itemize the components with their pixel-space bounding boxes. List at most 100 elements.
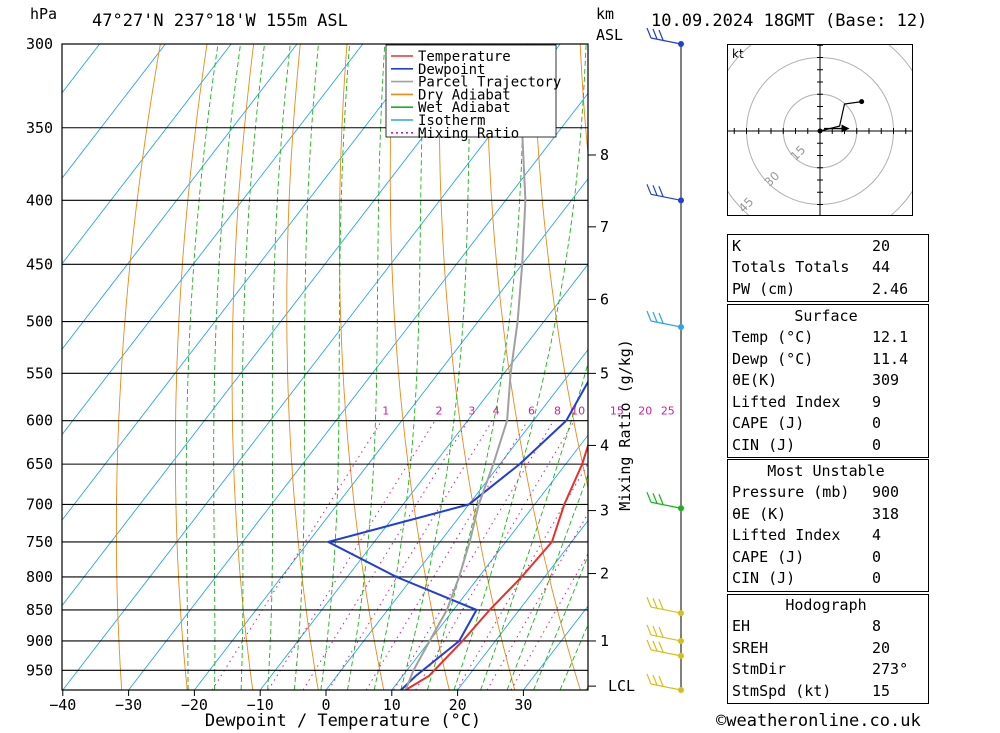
pressure-tick-label: 500	[26, 313, 53, 331]
dry-adiabat-line	[389, 44, 450, 690]
wind-barb	[646, 492, 682, 509]
location-title: 47°27'N 237°18'W 155m ASL	[92, 11, 348, 31]
hodograph-stats-row: StmSpd (kt) 15	[728, 680, 924, 702]
isotherm-line	[655, 44, 700, 690]
surface-value: 12.1	[872, 328, 909, 347]
isotherm-line	[128, 92, 588, 690]
mixing-ratio-line	[211, 420, 383, 690]
most-unstable-value: 900	[872, 483, 900, 502]
hodograph-ring-label: 45	[736, 195, 757, 215]
wind-barb	[646, 27, 682, 45]
pressure-tick-label: 700	[26, 495, 53, 513]
most-unstable-value: 0	[872, 569, 882, 588]
pressure-tick-label: 450	[26, 255, 53, 273]
most-unstable-row: Lifted Index 4	[728, 525, 924, 547]
mixing-ratio-label: 8	[554, 404, 561, 417]
surface-label: Lifted Index	[732, 392, 841, 411]
k-value: 20	[872, 236, 891, 255]
height-tick-label: 4	[600, 436, 609, 454]
isotherm-line	[457, 519, 588, 690]
legend-label: Mixing Ratio	[418, 126, 519, 142]
wet-adiabat-line	[320, 44, 351, 690]
surface-row: Dewp (°C) 11.4	[728, 348, 924, 370]
hodograph-stats-row: StmDir 273°	[728, 659, 924, 681]
mixing-ratio-label: 3	[468, 404, 475, 417]
wet-adiabat-line	[373, 44, 426, 690]
x-tick-label: 30	[514, 696, 532, 714]
dry-adiabat-line	[174, 44, 208, 690]
series-parcel-trajectory-line	[404, 44, 529, 690]
most-unstable-label: θE (K)	[732, 504, 787, 523]
km-unit: km	[596, 5, 615, 23]
wind-barb	[646, 184, 682, 201]
most-unstable-value: 318	[872, 504, 900, 523]
pressure-tick-label: 900	[26, 632, 53, 650]
hpa-unit: hPa	[30, 5, 58, 23]
pressure-tick-label: 350	[26, 119, 53, 137]
most-unstable-value: 0	[872, 547, 882, 566]
height-tick-label: 5	[600, 364, 609, 382]
wet-adiabat-line	[240, 44, 265, 690]
x-tick-label: −10	[247, 696, 274, 714]
isotherm-line	[62, 44, 166, 180]
pressure-tick-label: 750	[26, 533, 53, 551]
hodograph-stats-value: 20	[872, 638, 891, 657]
k-label: K	[732, 236, 742, 255]
surface-value: 309	[872, 371, 900, 390]
height-tick-label: 1	[600, 632, 609, 650]
hodograph-ring-label: 15	[788, 143, 809, 164]
surface-value: 9	[872, 392, 882, 411]
hodograph-stats-title: Hodograph	[785, 595, 867, 614]
indices-table: K 20 Totals Totals 44 PW (cm) 2.46	[728, 235, 924, 300]
wind-barb	[646, 596, 682, 614]
surface-row: Lifted Index 9	[728, 391, 924, 413]
legend-label: Dry Adiabat	[418, 87, 511, 103]
pressure-tick-label: 950	[26, 661, 53, 679]
surface-row: CIN (J) 0	[728, 434, 924, 456]
mixing-ratio-label: 4	[493, 404, 500, 417]
mixing-ratio-label: 15	[610, 404, 624, 417]
most-unstable-label: Lifted Index	[732, 526, 841, 545]
dry-adiabat-line	[579, 44, 588, 159]
hodograph-stats-label: StmSpd (kt)	[732, 681, 832, 700]
mixing-ratio-label: 2	[435, 404, 442, 417]
plot-frame	[61, 43, 589, 691]
indices-box	[727, 234, 929, 302]
most-unstable-value: 4	[872, 526, 882, 545]
surface-label: Dewp (°C)	[732, 349, 814, 368]
isotherm-line	[62, 44, 232, 265]
storm-motion-arrowhead	[841, 124, 850, 133]
mixing-ratio-line	[365, 420, 529, 690]
mixing-ratio-label: 10	[571, 404, 585, 417]
most-unstable-row: Pressure (mb) 900	[728, 482, 924, 504]
mixing-ratio-line	[267, 420, 436, 690]
surface-label: CAPE (J)	[732, 414, 805, 433]
dry-adiabat-line	[115, 44, 161, 690]
most-unstable-label: Pressure (mb)	[732, 483, 850, 502]
wet-adiabat-line	[426, 44, 526, 690]
legend-label: Wet Adiabat	[418, 100, 511, 116]
surface-row: CAPE (J) 0	[728, 413, 924, 435]
surface-row: θE(K) 309	[728, 370, 924, 392]
hodograph-stats-box	[727, 594, 929, 704]
hodograph-stats-value: 273°	[872, 660, 909, 679]
legend-label: Isotherm	[418, 113, 485, 129]
x-tick-label: 0	[321, 696, 330, 714]
footer-credit: ©weatheronline.co.uk	[716, 711, 921, 731]
pressure-tick-label: 800	[26, 568, 53, 586]
wind-barb-shape	[646, 184, 682, 201]
surface-label: θE(K)	[732, 371, 778, 390]
legend-box	[385, 44, 557, 138]
hodograph-stats-label: SREH	[732, 638, 769, 657]
hodograph-stats-table: Hodograph EH 8 SREH 20 StmDir 273° StmSpd (kt)…	[728, 594, 924, 702]
pw-value: 2.46	[872, 279, 909, 298]
legend-label: Dewpoint	[418, 62, 485, 78]
isotherm-line	[62, 44, 561, 690]
x-tick-label: 20	[449, 696, 467, 714]
series-dewpoint-line	[325, 379, 588, 690]
wet-adiabat-line	[533, 554, 588, 690]
height-tick-label: 2	[600, 565, 609, 583]
most-unstable-table: Most Unstable Pressure (mb) 900 θE (K) 318 L…	[728, 460, 924, 589]
wind-barb	[646, 624, 682, 642]
mixing-ratio-label: 25	[661, 404, 675, 417]
